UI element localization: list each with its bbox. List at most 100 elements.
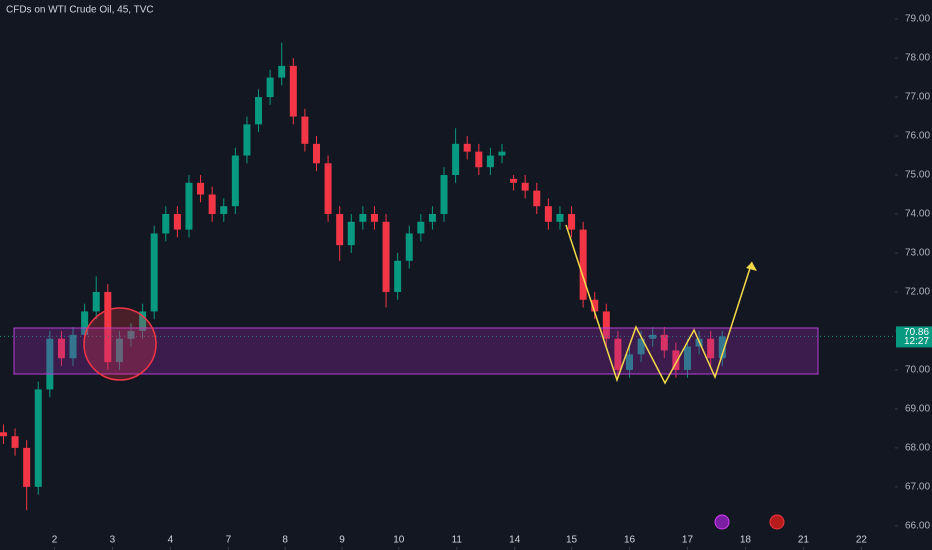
x-tick-label: 14: [509, 535, 521, 546]
candle-body: [231, 155, 239, 207]
candle-body: [0, 432, 7, 437]
x-tick-label: 16: [624, 535, 636, 546]
candle-body: [417, 221, 425, 234]
projection-path: [565, 224, 753, 385]
candle-body: [150, 233, 158, 312]
candle-body: [579, 229, 587, 300]
event-icon[interactable]: [714, 514, 730, 530]
candle-body: [278, 65, 286, 78]
candle-body: [92, 291, 100, 312]
candle-body: [683, 346, 691, 370]
plot-area: [0, 42, 895, 511]
last-price-label: 70.86: [904, 327, 929, 338]
candle-body: [660, 334, 668, 351]
last-price-tag: [896, 326, 932, 348]
x-tick-label: 4: [168, 535, 174, 546]
candle-body: [637, 338, 645, 355]
x-tick-label: 22: [856, 535, 868, 546]
y-tick-label: 72.00: [905, 287, 930, 298]
candle-body: [255, 97, 263, 125]
candle-body: [266, 77, 274, 98]
candle-body: [382, 221, 390, 292]
candle-body: [556, 213, 564, 222]
y-tick-label: 79.00: [905, 14, 930, 25]
x-tick-label: 9: [339, 535, 345, 546]
x-tick-label: 11: [452, 535, 463, 546]
candle-body: [521, 182, 529, 191]
candle-body: [46, 338, 54, 390]
candle-body: [139, 311, 147, 331]
candle-body: [405, 233, 413, 261]
candle-body: [440, 175, 448, 214]
x-tick-label: 17: [682, 535, 694, 546]
candle-body: [81, 311, 89, 335]
candle-body: [602, 311, 610, 339]
y-tick-label: 78.00: [905, 53, 930, 64]
price-axis: [895, 0, 932, 550]
candle-body: [707, 338, 715, 359]
candle-body: [69, 334, 77, 359]
candle-body: [568, 213, 576, 230]
x-tick-label: 21: [798, 535, 810, 546]
candle-body: [57, 338, 65, 359]
candle-body: [336, 213, 344, 246]
y-tick-label: 77.00: [905, 92, 930, 103]
x-tick-label: 8: [282, 535, 288, 546]
y-tick-label: 70.00: [905, 365, 930, 376]
candle-body: [510, 178, 518, 183]
y-tick-label: 74.00: [905, 209, 930, 220]
arrow-head: [746, 262, 757, 271]
candle-body: [324, 163, 332, 214]
x-tick-label: 7: [226, 535, 232, 546]
y-tick-label: 76.00: [905, 131, 930, 142]
candle-body: [359, 213, 367, 222]
candle-body: [486, 155, 494, 168]
candle-body: [301, 116, 309, 144]
candle-body: [162, 213, 170, 234]
candle-body: [544, 206, 552, 222]
candle-body: [370, 213, 378, 222]
candle-body: [533, 190, 541, 207]
candle-body: [11, 436, 19, 448]
candle-body: [394, 260, 402, 292]
y-tick-label: 66.00: [905, 520, 930, 531]
candle-body: [23, 447, 31, 487]
candle-body: [185, 182, 193, 230]
event-icon[interactable]: [769, 514, 785, 530]
candle-body: [591, 299, 599, 312]
candle-body: [498, 151, 506, 156]
candle-body: [463, 143, 471, 152]
y-tick-label: 67.00: [905, 481, 930, 492]
chart-title: CFDs on WTI Crude Oil, 45, TVC: [6, 5, 154, 16]
candle-body: [289, 65, 297, 117]
candle-body: [115, 338, 123, 363]
candle-body: [208, 194, 216, 214]
candle-body: [34, 389, 42, 487]
y-tick-label: 68.00: [905, 443, 930, 454]
highlight-circle: [83, 307, 157, 381]
candle-body: [197, 182, 205, 195]
candle-body: [243, 124, 251, 156]
x-tick-label: 3: [110, 535, 116, 546]
candle-body: [614, 338, 622, 370]
candle-body: [428, 213, 436, 222]
x-tick-label: 15: [566, 535, 578, 546]
candle-body: [173, 213, 181, 230]
candle-body: [127, 330, 135, 339]
candle-body: [718, 336, 726, 359]
y-tick-label: 69.00: [905, 404, 930, 415]
candle-body: [104, 291, 112, 363]
candle-body: [347, 221, 355, 246]
candle-body: [312, 143, 320, 164]
candle-body: [475, 151, 483, 168]
candle-body: [672, 350, 680, 370]
y-tick-label: 73.00: [905, 248, 930, 259]
candle-body: [626, 354, 634, 370]
candle-body: [452, 143, 460, 176]
x-tick-label: 18: [740, 535, 752, 546]
countdown-label: 12:27: [904, 336, 929, 347]
candle-body: [220, 206, 228, 214]
